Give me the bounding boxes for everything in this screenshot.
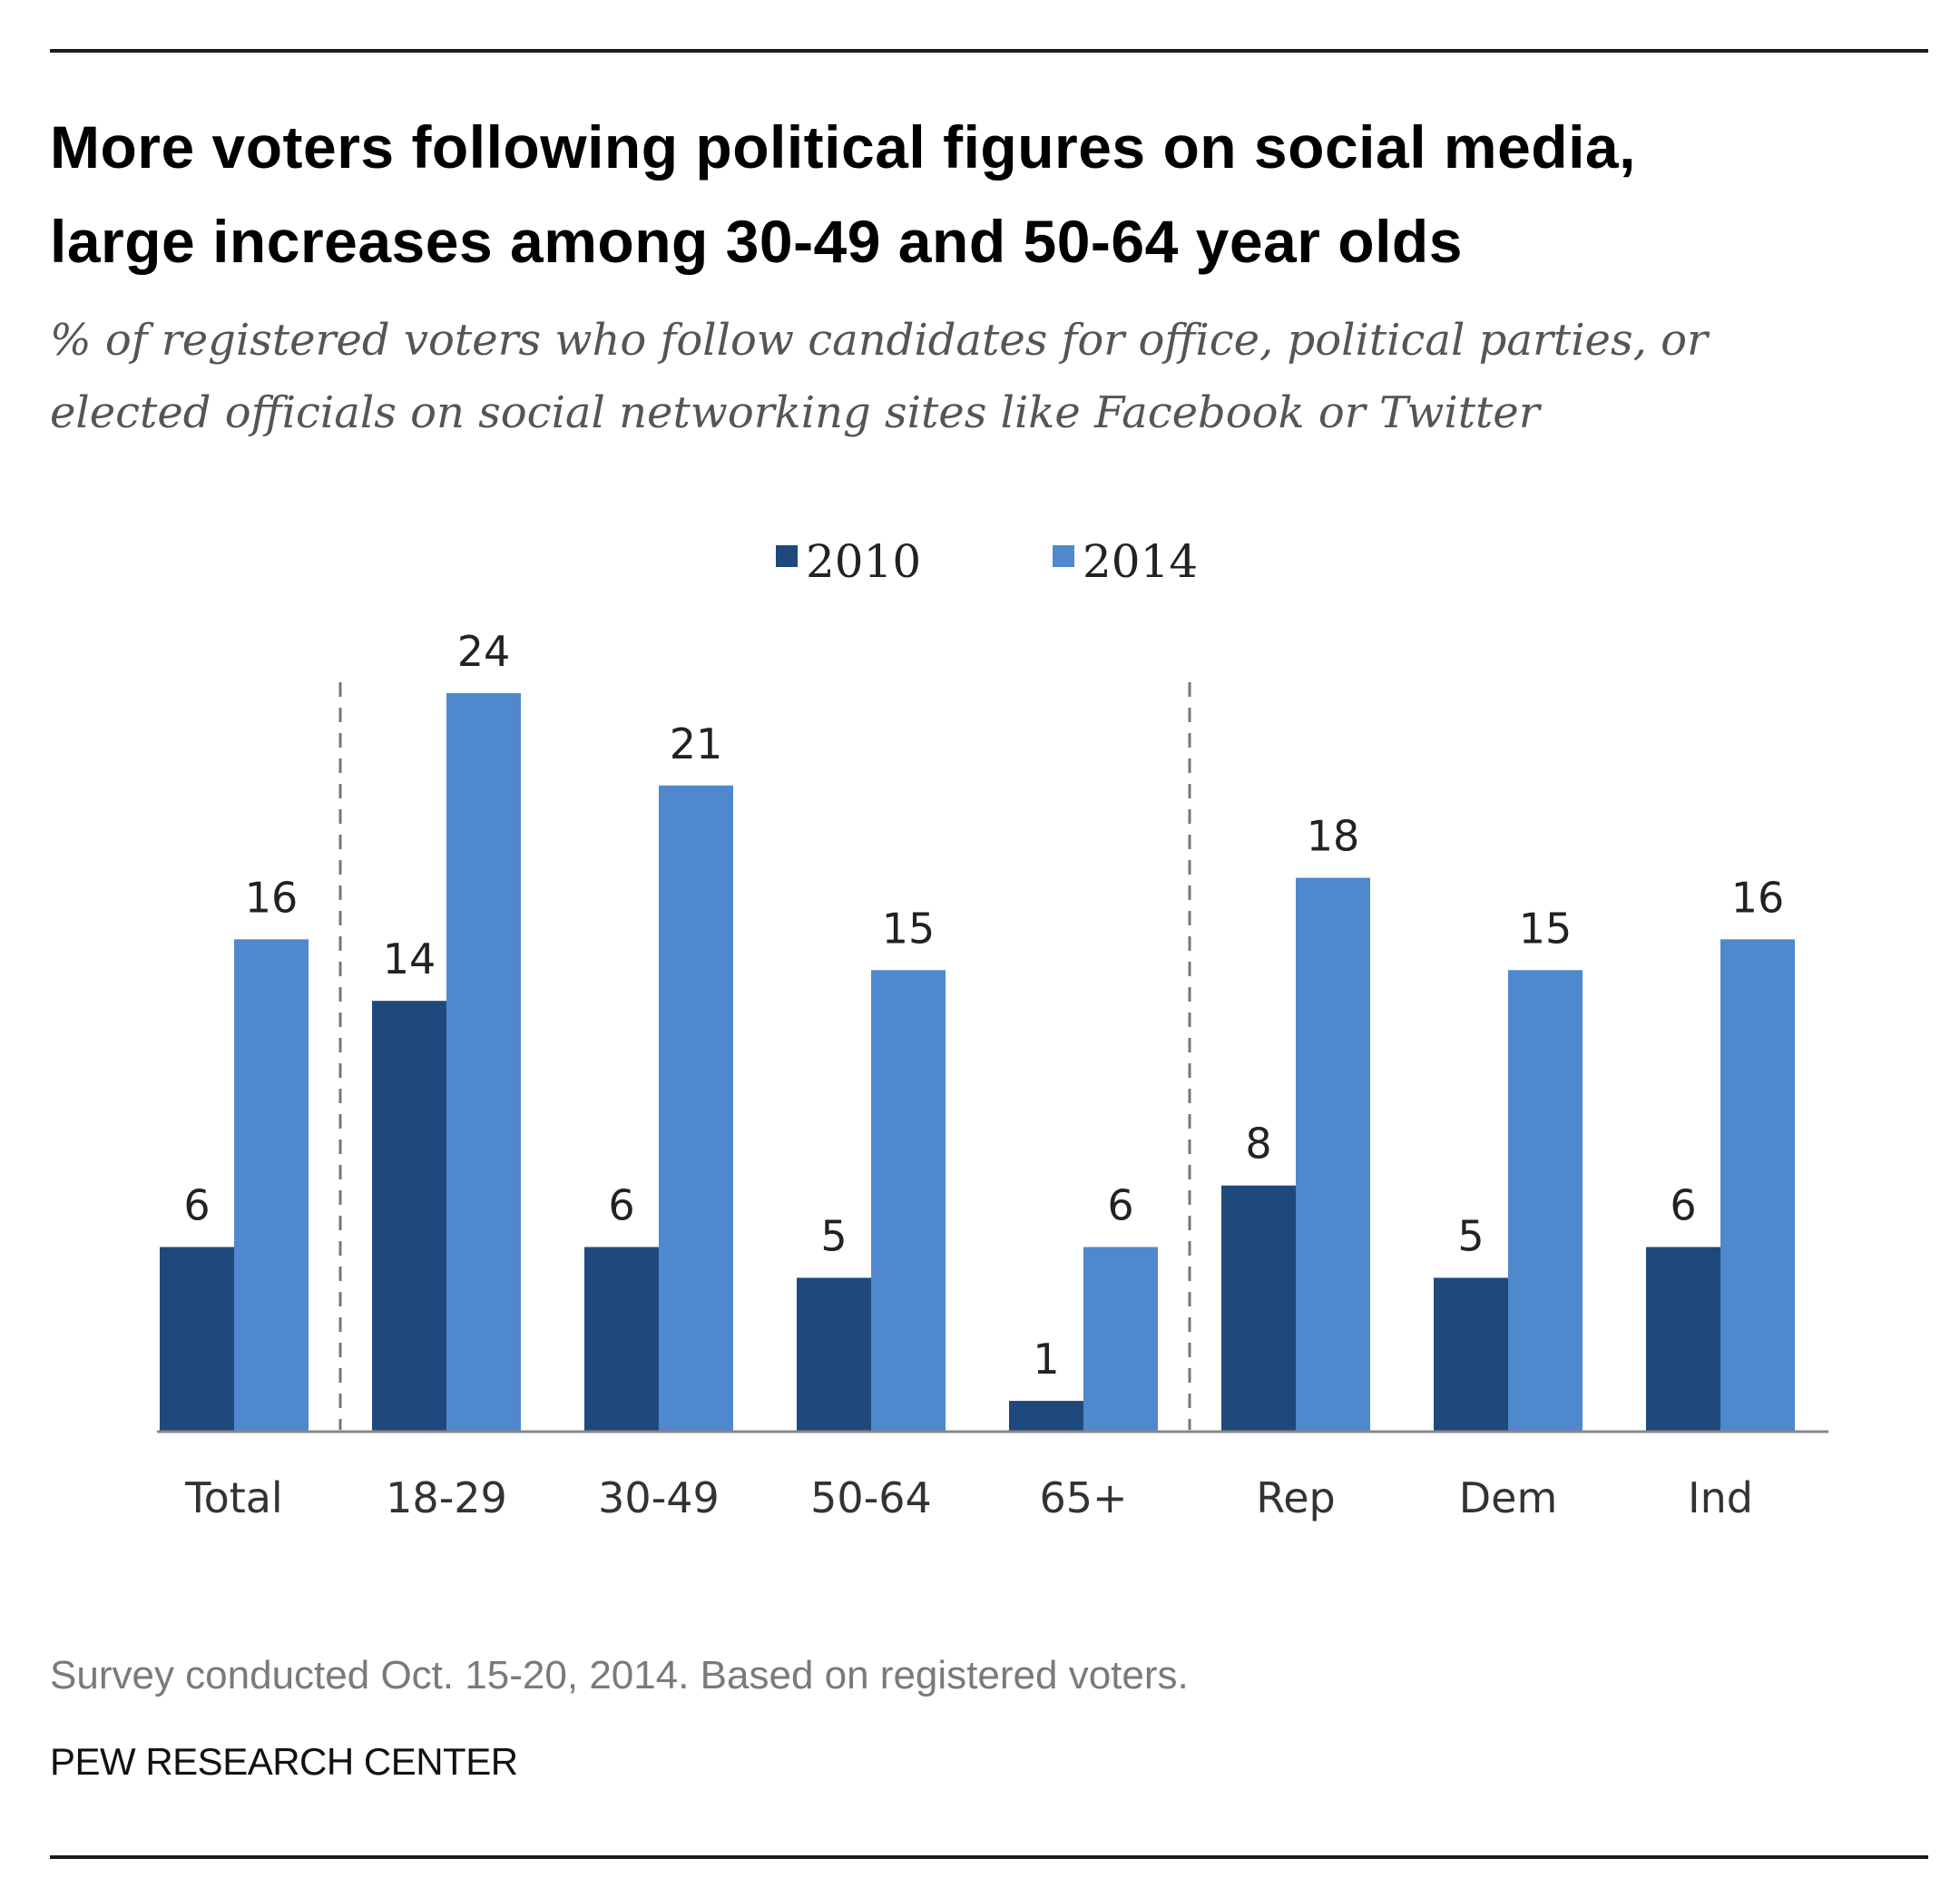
survey-note: Survey conducted Oct. 15-20, 2014. Based… [50,1653,1189,1697]
value-label-2010-18-29: 14 [383,934,436,983]
value-label-2014-65-: 6 [1107,1181,1133,1230]
bar-2014-65- [1083,1247,1158,1432]
bar-2014-rep [1296,877,1370,1432]
bar-2014-ind [1720,939,1795,1432]
bar-2014-30-49 [659,785,733,1432]
bar-2014-18-29 [446,693,521,1432]
bar-2010-ind [1646,1247,1720,1432]
legend-label-2010: 2010 [806,535,921,588]
bars [160,693,1795,1432]
value-label-2014-18-29: 24 [457,627,511,676]
value-label-2014-total: 16 [245,873,299,922]
category-label-65-: 65+ [1039,1473,1127,1522]
chart-subtitle: % of registered voters who follow candid… [50,304,1937,449]
legend-label-2014: 2014 [1083,535,1198,588]
bar-2014-dem [1508,970,1583,1432]
category-label-50-64: 50-64 [810,1473,932,1522]
top-rule [50,49,1928,53]
value-label-2014-30-49: 21 [670,719,723,768]
value-label-2010-65-: 1 [1033,1335,1059,1384]
legend-swatch-2014 [1053,545,1074,567]
subtitle-line-1: % of registered voters who follow candid… [50,315,1708,366]
category-label-dem: Dem [1459,1473,1558,1522]
value-label-2010-30-49: 6 [608,1181,634,1230]
bar-2010-30-49 [584,1247,659,1432]
legend-swatch-2010 [776,545,798,567]
value-label-2014-ind: 16 [1731,873,1785,922]
value-label-2010-total: 6 [183,1181,210,1230]
value-label-2010-ind: 6 [1670,1181,1696,1230]
bar-2010-65- [1009,1401,1083,1432]
bar-2010-50-64 [797,1277,871,1432]
category-label-30-49: 30-49 [598,1473,720,1522]
bottom-rule [50,1855,1928,1859]
title-line-2: large increases among 30-49 and 50-64 ye… [50,208,1463,275]
value-label-2010-50-64: 5 [820,1211,847,1260]
title-line-1: More voters following political figures … [50,113,1636,181]
category-label-total: Total [184,1473,282,1522]
bar-2010-rep [1221,1185,1296,1432]
value-label-2014-dem: 15 [1519,904,1573,953]
legend: 2010 2014 [776,535,1198,588]
category-label-18-29: 18-29 [386,1473,507,1522]
value-label-2014-50-64: 15 [882,904,936,953]
category-label-ind: Ind [1688,1473,1753,1522]
value-label-2010-rep: 8 [1245,1120,1271,1169]
value-label-2010-dem: 5 [1457,1211,1484,1260]
category-label-rep: Rep [1256,1473,1335,1522]
bar-2010-dem [1434,1277,1508,1432]
bar-2010-18-29 [372,1001,446,1432]
source-credit: PEW RESEARCH CENTER [50,1740,518,1783]
chart-title: More voters following political figures … [50,100,1937,289]
bar-2010-total [160,1247,234,1432]
category-labels: Total 18-29 30-49 50-64 65+ Rep Dem Ind [184,1473,1753,1522]
subtitle-line-2: elected officials on social networking s… [50,387,1540,438]
bar-2014-50-64 [871,970,946,1432]
value-label-2014-rep: 18 [1307,812,1360,861]
bar-2014-total [234,939,309,1432]
group-dividers [338,682,1191,1430]
